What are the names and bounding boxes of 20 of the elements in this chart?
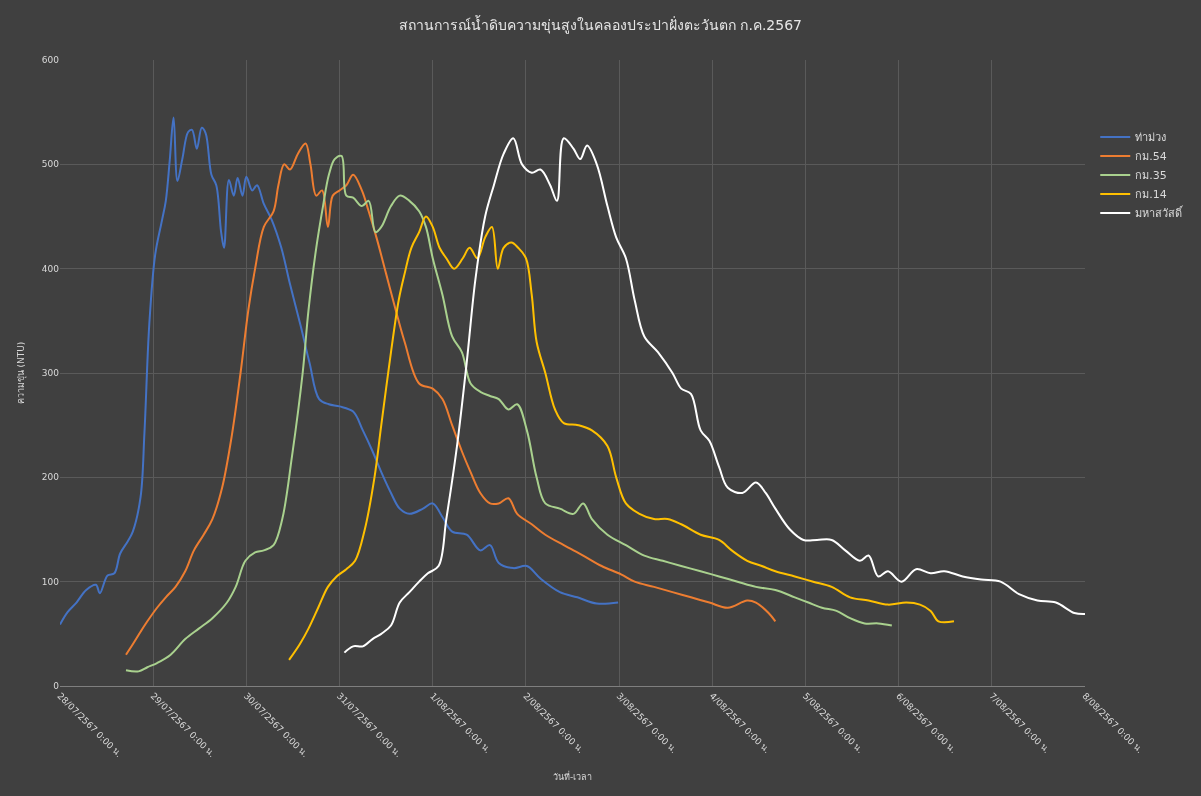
- y-tick-label: 300: [41, 368, 60, 379]
- y-axis-title: ความขุ่น (NTU): [16, 341, 28, 405]
- y-tick-label: 400: [41, 263, 60, 274]
- legend-label: กม.14: [1135, 188, 1167, 202]
- x-axis-title: วันที่-เวลา: [552, 769, 593, 782]
- legend-label: มหาสวัสดิ์: [1135, 205, 1185, 221]
- line-series: [125, 142, 777, 656]
- line-series: [288, 215, 955, 661]
- line-series: [343, 137, 1085, 654]
- y-tick-label: 500: [41, 159, 60, 170]
- legend-label: กม.54: [1135, 150, 1167, 164]
- y-tick-label: 100: [41, 576, 60, 587]
- legend-label: ท่าม่วง: [1135, 131, 1167, 145]
- chart-title: สถานการณ์น้ำดิบความขุ่นสูงในคลองประปาฝั่งตะวันตก ก.ค.2567: [399, 14, 802, 34]
- y-tick-label: 0: [53, 681, 60, 692]
- line-series: [125, 154, 893, 673]
- y-tick-label: 200: [41, 472, 60, 483]
- line-series: [60, 116, 620, 626]
- legend-label: กม.35: [1135, 169, 1167, 183]
- y-tick-label: 600: [41, 55, 60, 66]
